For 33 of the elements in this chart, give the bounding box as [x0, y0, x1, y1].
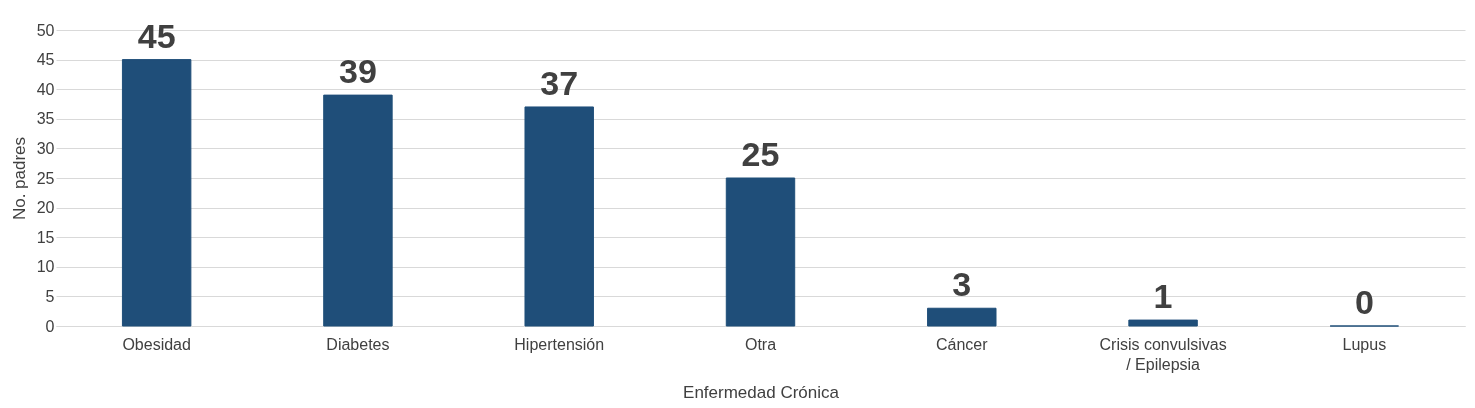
y-tick-label: 45: [36, 51, 55, 69]
y-tick-label: 50: [36, 21, 55, 39]
x-axis-title: Enfermedad Crónica: [683, 382, 840, 402]
data-label: 25: [741, 135, 780, 173]
data-label: 1: [1153, 277, 1173, 316]
x-tick-label: Otra: [744, 335, 777, 353]
y-tick-label: 0: [45, 317, 55, 335]
x-tick-label: Hipertensión: [514, 335, 605, 353]
y-tick-label: 25: [36, 169, 55, 187]
data-label: 3: [952, 265, 972, 304]
bar: [1128, 319, 1198, 327]
bar: [725, 177, 796, 327]
y-axis-title: No. padres: [9, 136, 29, 221]
x-tick-label: Cáncer: [936, 335, 989, 353]
y-tick-label: 35: [36, 110, 55, 128]
data-label: 37: [540, 63, 579, 102]
bar: [524, 106, 594, 327]
data-label: 45: [137, 16, 176, 55]
y-tick-label: 20: [36, 199, 55, 217]
bar: [323, 94, 393, 327]
x-tick-label: Obesidad: [122, 335, 191, 353]
bar: [121, 59, 192, 327]
data-label: 0: [1354, 283, 1374, 321]
y-tick-label: 5: [45, 287, 55, 305]
bar: [927, 307, 997, 327]
y-tick-label: 40: [36, 80, 55, 98]
x-tick-label: Lupus: [1342, 335, 1387, 353]
x-tick-label: Diabetes: [326, 335, 390, 353]
data-label: 39: [339, 52, 377, 91]
y-tick-label: 10: [36, 258, 55, 276]
y-tick-label: 15: [36, 228, 55, 246]
x-tick-label: Crisis convulsivas / Epilepsia: [1099, 335, 1227, 373]
y-tick-label: 30: [36, 139, 55, 157]
